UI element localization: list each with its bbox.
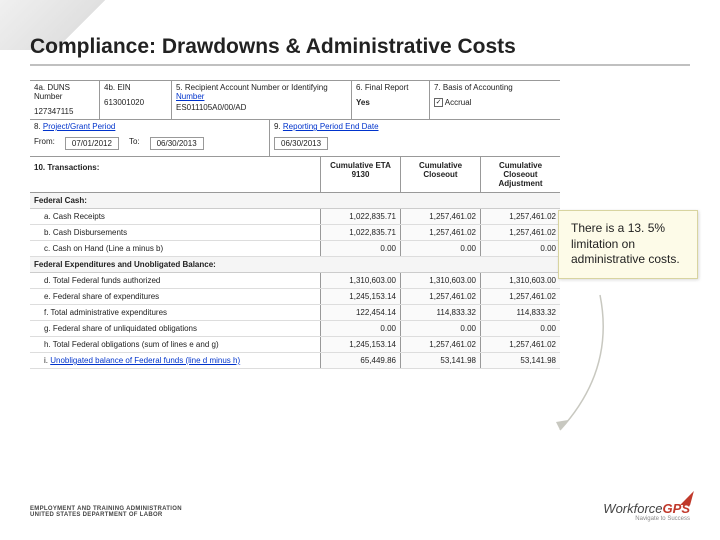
row-label: a. Cash Receipts xyxy=(30,209,320,224)
callout-note: There is a 13. 5% limitation on administ… xyxy=(558,210,698,279)
row-label: f. Total administrative expenditures xyxy=(30,305,320,320)
row-link[interactable]: Unobligated balance of Federal funds (li… xyxy=(50,356,240,365)
duns-label: 4a. DUNS Number xyxy=(34,83,95,101)
footer-left: EMPLOYMENT AND TRAINING ADMINISTRATION U… xyxy=(30,506,182,518)
recip-value: ES011105A0/00/AD xyxy=(176,103,347,112)
recip-label: 5. Recipient Account Number or Identifyi… xyxy=(176,83,347,92)
cell-value: 1,257,461.02 xyxy=(480,225,560,240)
footer-dept: UNITED STATES DEPARTMENT OF LABOR xyxy=(30,512,182,518)
table-row: c. Cash on Hand (Line a minus b)0.000.00… xyxy=(30,241,560,257)
row-label: g. Federal share of unliquidated obligat… xyxy=(30,321,320,336)
from-label: From: xyxy=(34,137,55,150)
row-label: c. Cash on Hand (Line a minus b) xyxy=(30,241,320,256)
rep-label: 9. xyxy=(274,122,281,131)
table-row: i. Unobligated balance of Federal funds … xyxy=(30,353,560,369)
cell-value: 0.00 xyxy=(480,241,560,256)
accrual-checkbox[interactable]: ✓ xyxy=(434,98,443,107)
callout-arrow xyxy=(540,290,630,440)
page-title: Compliance: Drawdowns & Administrative C… xyxy=(30,35,516,59)
basis-label: 7. Basis of Accounting xyxy=(434,83,556,92)
to-date: 06/30/2013 xyxy=(150,137,204,150)
cell-value: 65,449.86 xyxy=(320,353,400,368)
ein-label: 4b. EIN xyxy=(104,83,167,92)
brand-gps: GPS xyxy=(663,501,690,516)
table-row: b. Cash Disbursements1,022,835.711,257,4… xyxy=(30,225,560,241)
cell-value: 122,454.14 xyxy=(320,305,400,320)
row-label: e. Federal share of expenditures xyxy=(30,289,320,304)
cell-value: 1,310,603.00 xyxy=(480,273,560,288)
cell-value: 1,257,461.02 xyxy=(400,337,480,352)
cell-value: 1,245,153.14 xyxy=(320,289,400,304)
recip-number-link[interactable]: Number xyxy=(176,92,204,101)
ein-value: 613001020 xyxy=(104,98,167,107)
table-row: h. Total Federal obligations (sum of lin… xyxy=(30,337,560,353)
col-closeout: Cumulative Closeout xyxy=(400,157,480,192)
final-label: 6. Final Report xyxy=(356,83,425,92)
cell-value: 114,833.32 xyxy=(400,305,480,320)
trans-label: 10. Transactions: xyxy=(30,157,320,192)
row-label: h. Total Federal obligations (sum of lin… xyxy=(30,337,320,352)
transactions-header: 10. Transactions: Cumulative ETA 9130 Cu… xyxy=(30,157,560,193)
cell-value: 0.00 xyxy=(400,241,480,256)
footer-brand: WorkforceGPS Navigate to Success xyxy=(603,501,690,522)
form-area: 4a. DUNS Number 127347115 4b. EIN 613001… xyxy=(30,80,560,369)
to-label: To: xyxy=(129,137,140,150)
federal-exp-header: Federal Expenditures and Unobligated Bal… xyxy=(30,257,560,273)
table-row: e. Federal share of expenditures1,245,15… xyxy=(30,289,560,305)
basis-value: Accrual xyxy=(445,98,472,107)
col-adjustment: Cumulative Closeout Adjustment xyxy=(480,157,560,192)
title-underline xyxy=(30,64,690,66)
cell-value: 1,257,461.02 xyxy=(400,209,480,224)
cell-value: 0.00 xyxy=(400,321,480,336)
proj-label: 8. xyxy=(34,122,41,131)
row-label: i. Unobligated balance of Federal funds … xyxy=(30,353,320,368)
cell-value: 1,022,835.71 xyxy=(320,209,400,224)
from-date: 07/01/2012 xyxy=(65,137,119,150)
cell-value: 1,310,603.00 xyxy=(400,273,480,288)
rep-date: 06/30/2013 xyxy=(274,137,328,150)
table-row: d. Total Federal funds authorized1,310,6… xyxy=(30,273,560,289)
cell-value: 0.00 xyxy=(320,321,400,336)
header-row-1: 4a. DUNS Number 127347115 4b. EIN 613001… xyxy=(30,80,560,120)
row-label: b. Cash Disbursements xyxy=(30,225,320,240)
final-value: Yes xyxy=(356,98,425,107)
table-row: g. Federal share of unliquidated obligat… xyxy=(30,321,560,337)
cell-value: 1,257,461.02 xyxy=(400,289,480,304)
project-grant-link[interactable]: Project/Grant Period xyxy=(43,122,115,131)
reporting-period-link[interactable]: Reporting Period End Date xyxy=(283,122,379,131)
row-label: d. Total Federal funds authorized xyxy=(30,273,320,288)
brand-workforce: Workforce xyxy=(603,501,662,516)
table-row: f. Total administrative expenditures122,… xyxy=(30,305,560,321)
table-row: a. Cash Receipts1,022,835.711,257,461.02… xyxy=(30,209,560,225)
col-eta: Cumulative ETA 9130 xyxy=(320,157,400,192)
cell-value: 1,257,461.02 xyxy=(400,225,480,240)
period-row: 8. Project/Grant Period From: 07/01/2012… xyxy=(30,120,560,157)
cell-value: 53,141.98 xyxy=(400,353,480,368)
cell-value: 1,245,153.14 xyxy=(320,337,400,352)
cell-value: 1,310,603.00 xyxy=(320,273,400,288)
federal-cash-header: Federal Cash: xyxy=(30,193,560,209)
cell-value: 1,022,835.71 xyxy=(320,225,400,240)
cell-value: 0.00 xyxy=(320,241,400,256)
duns-value: 127347115 xyxy=(34,107,95,116)
cell-value: 1,257,461.02 xyxy=(480,209,560,224)
brand-tagline: Navigate to Success xyxy=(603,516,690,522)
